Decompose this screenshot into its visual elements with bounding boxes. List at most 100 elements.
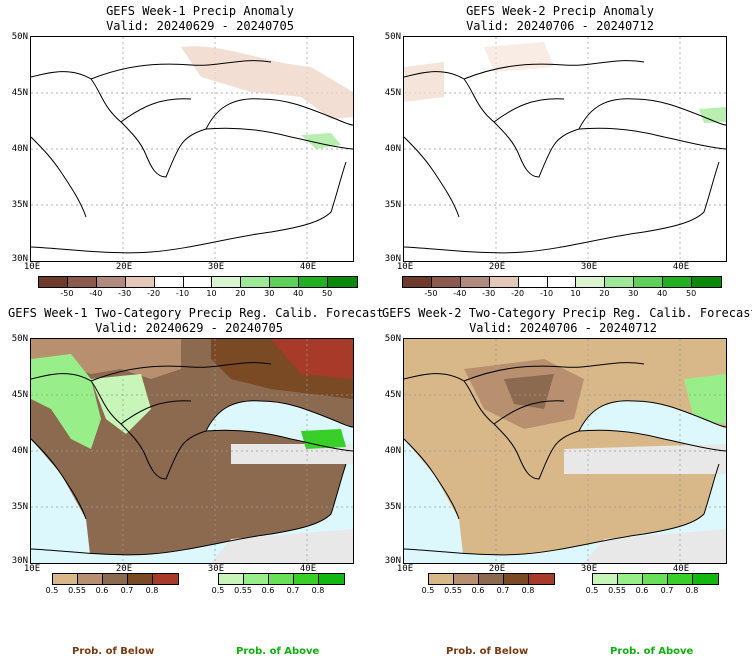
colorbar-tick-label: 40 <box>657 289 668 298</box>
prob-above-label: Prob. of Above <box>236 646 320 657</box>
colorbar-tick-label: 0.5 <box>585 586 599 595</box>
colorbar-tick-label: 30 <box>264 289 275 298</box>
colorbar-tick-label: 0.8 <box>145 586 159 595</box>
prob-below-label: Prob. of Below <box>72 646 155 657</box>
colorbar-tick-label: -30 <box>118 289 132 298</box>
colorbar-tick-label: -20 <box>511 289 525 298</box>
colorbar-swatch <box>547 277 577 287</box>
lon-label: 30E <box>207 262 225 272</box>
lat-label: 30N <box>11 556 28 566</box>
colorbar-tick-label: 0.55 <box>608 586 626 595</box>
wet-anomaly-region <box>301 133 341 149</box>
colorbar-swatch <box>593 574 618 584</box>
prob-below-label: Prob. of Below <box>446 646 529 657</box>
colorbar-swatch <box>693 574 718 584</box>
colorbar-swatch <box>96 277 126 287</box>
colorbar-swatch <box>634 277 664 287</box>
colorbar-tick-label: -10 <box>175 289 190 298</box>
colorbar-swatch <box>460 277 490 287</box>
lon-label: 30E <box>580 564 598 574</box>
anomaly-colorbar <box>38 276 358 288</box>
colorbar-swatch <box>663 277 693 287</box>
land-above-region <box>684 374 726 424</box>
colorbar-swatch <box>454 574 479 584</box>
colorbar-tick-label: 10 <box>206 289 217 298</box>
colorbar-swatch <box>576 277 606 287</box>
lat-label: 40N <box>384 446 401 456</box>
lat-label: 50N <box>384 334 401 344</box>
lat-label: 45N <box>11 390 28 400</box>
colorbar-swatch <box>504 574 529 584</box>
colorbar-swatch <box>212 277 242 287</box>
colorbar-tick-label: 0.55 <box>68 586 86 595</box>
panel-title: GEFS Week-1 Precip Anomaly <box>106 4 294 18</box>
wet-anomaly-region <box>699 107 726 123</box>
lat-label: 45N <box>384 390 401 400</box>
panel-title: GEFS Week-2 Precip Anomaly <box>466 4 654 18</box>
lat-label: 40N <box>11 144 28 154</box>
colorbar-swatch <box>643 574 668 584</box>
lon-label: 20E <box>115 564 133 574</box>
colorbar-tick-label: 0.55 <box>234 586 252 595</box>
dry-anomaly-region <box>484 42 554 72</box>
below-probability-colorbar <box>428 573 555 585</box>
colorbar-tick-label: 0.7 <box>496 586 510 595</box>
map-drawing <box>31 37 353 261</box>
colorbar-tick-label: 0.7 <box>660 586 674 595</box>
colorbar-tick-label: -40 <box>89 289 103 298</box>
lon-label: 20E <box>488 262 506 272</box>
dry-anomaly-region <box>404 62 444 102</box>
map-drawing <box>31 339 353 563</box>
lat-label: 45N <box>384 88 401 98</box>
colorbar-swatch <box>53 574 78 584</box>
colorbar-tick-label: 50 <box>321 289 333 298</box>
colorbar-tick-label: 30 <box>628 289 639 298</box>
colorbar-tick-label: -50 <box>424 289 438 298</box>
colorbar-tick-label: 0.7 <box>120 586 134 595</box>
lat-label: 35N <box>11 502 28 512</box>
lon-label: 30E <box>580 262 598 272</box>
lat-label: 30N <box>384 556 401 566</box>
colorbar-swatch <box>244 574 269 584</box>
colorbar-swatch <box>67 277 97 287</box>
colorbar-tick-label: 0.8 <box>685 586 699 595</box>
lon-label: 20E <box>488 564 506 574</box>
colorbar-swatch <box>431 277 461 287</box>
panel-valid-dates: Valid: 20240629 - 20240705 <box>95 321 283 335</box>
above-probability-colorbar <box>218 573 345 585</box>
colorbar-tick-label: -30 <box>482 289 496 298</box>
probability-map-week2 <box>403 338 727 564</box>
lon-label: 10E <box>23 564 41 574</box>
panel-title: GEFS Week-2 Two-Category Precip Reg. Cal… <box>382 306 752 320</box>
colorbar-swatch <box>518 277 548 287</box>
colorbar-tick-label: 10 <box>570 289 581 298</box>
colorbar-tick-label: 20 <box>599 289 610 298</box>
lon-label: 10E <box>396 262 414 272</box>
colorbar-swatch <box>489 277 519 287</box>
lat-label: 50N <box>11 334 28 344</box>
colorbar-swatch <box>529 574 554 584</box>
lat-label: 30N <box>11 254 28 264</box>
colorbar-tick-label: -50 <box>60 289 74 298</box>
colorbar-swatch <box>153 574 178 584</box>
above-probability-colorbar <box>592 573 719 585</box>
lat-label: 30N <box>384 254 401 264</box>
colorbar-swatch <box>154 277 184 287</box>
colorbar-tick-label: 0.7 <box>286 586 300 595</box>
colorbar-tick-label: 0.5 <box>421 586 435 595</box>
colorbar-tick-label: -20 <box>147 289 161 298</box>
below-probability-colorbar <box>52 573 179 585</box>
panel-title: GEFS Week-1 Two-Category Precip Reg. Cal… <box>8 306 384 320</box>
lat-label: 35N <box>384 502 401 512</box>
lon-label: 30E <box>207 564 225 574</box>
lon-label: 40E <box>299 262 317 272</box>
colorbar-swatch <box>78 574 103 584</box>
lon-label: 40E <box>672 564 690 574</box>
colorbar-tick-label: -10 <box>539 289 554 298</box>
colorbar-tick-label: 20 <box>235 289 246 298</box>
lat-label: 40N <box>384 144 401 154</box>
anomaly-map-week2 <box>403 36 727 262</box>
colorbar-swatch <box>125 277 155 287</box>
colorbar-swatch <box>319 574 344 584</box>
colorbar-swatch <box>605 277 635 287</box>
